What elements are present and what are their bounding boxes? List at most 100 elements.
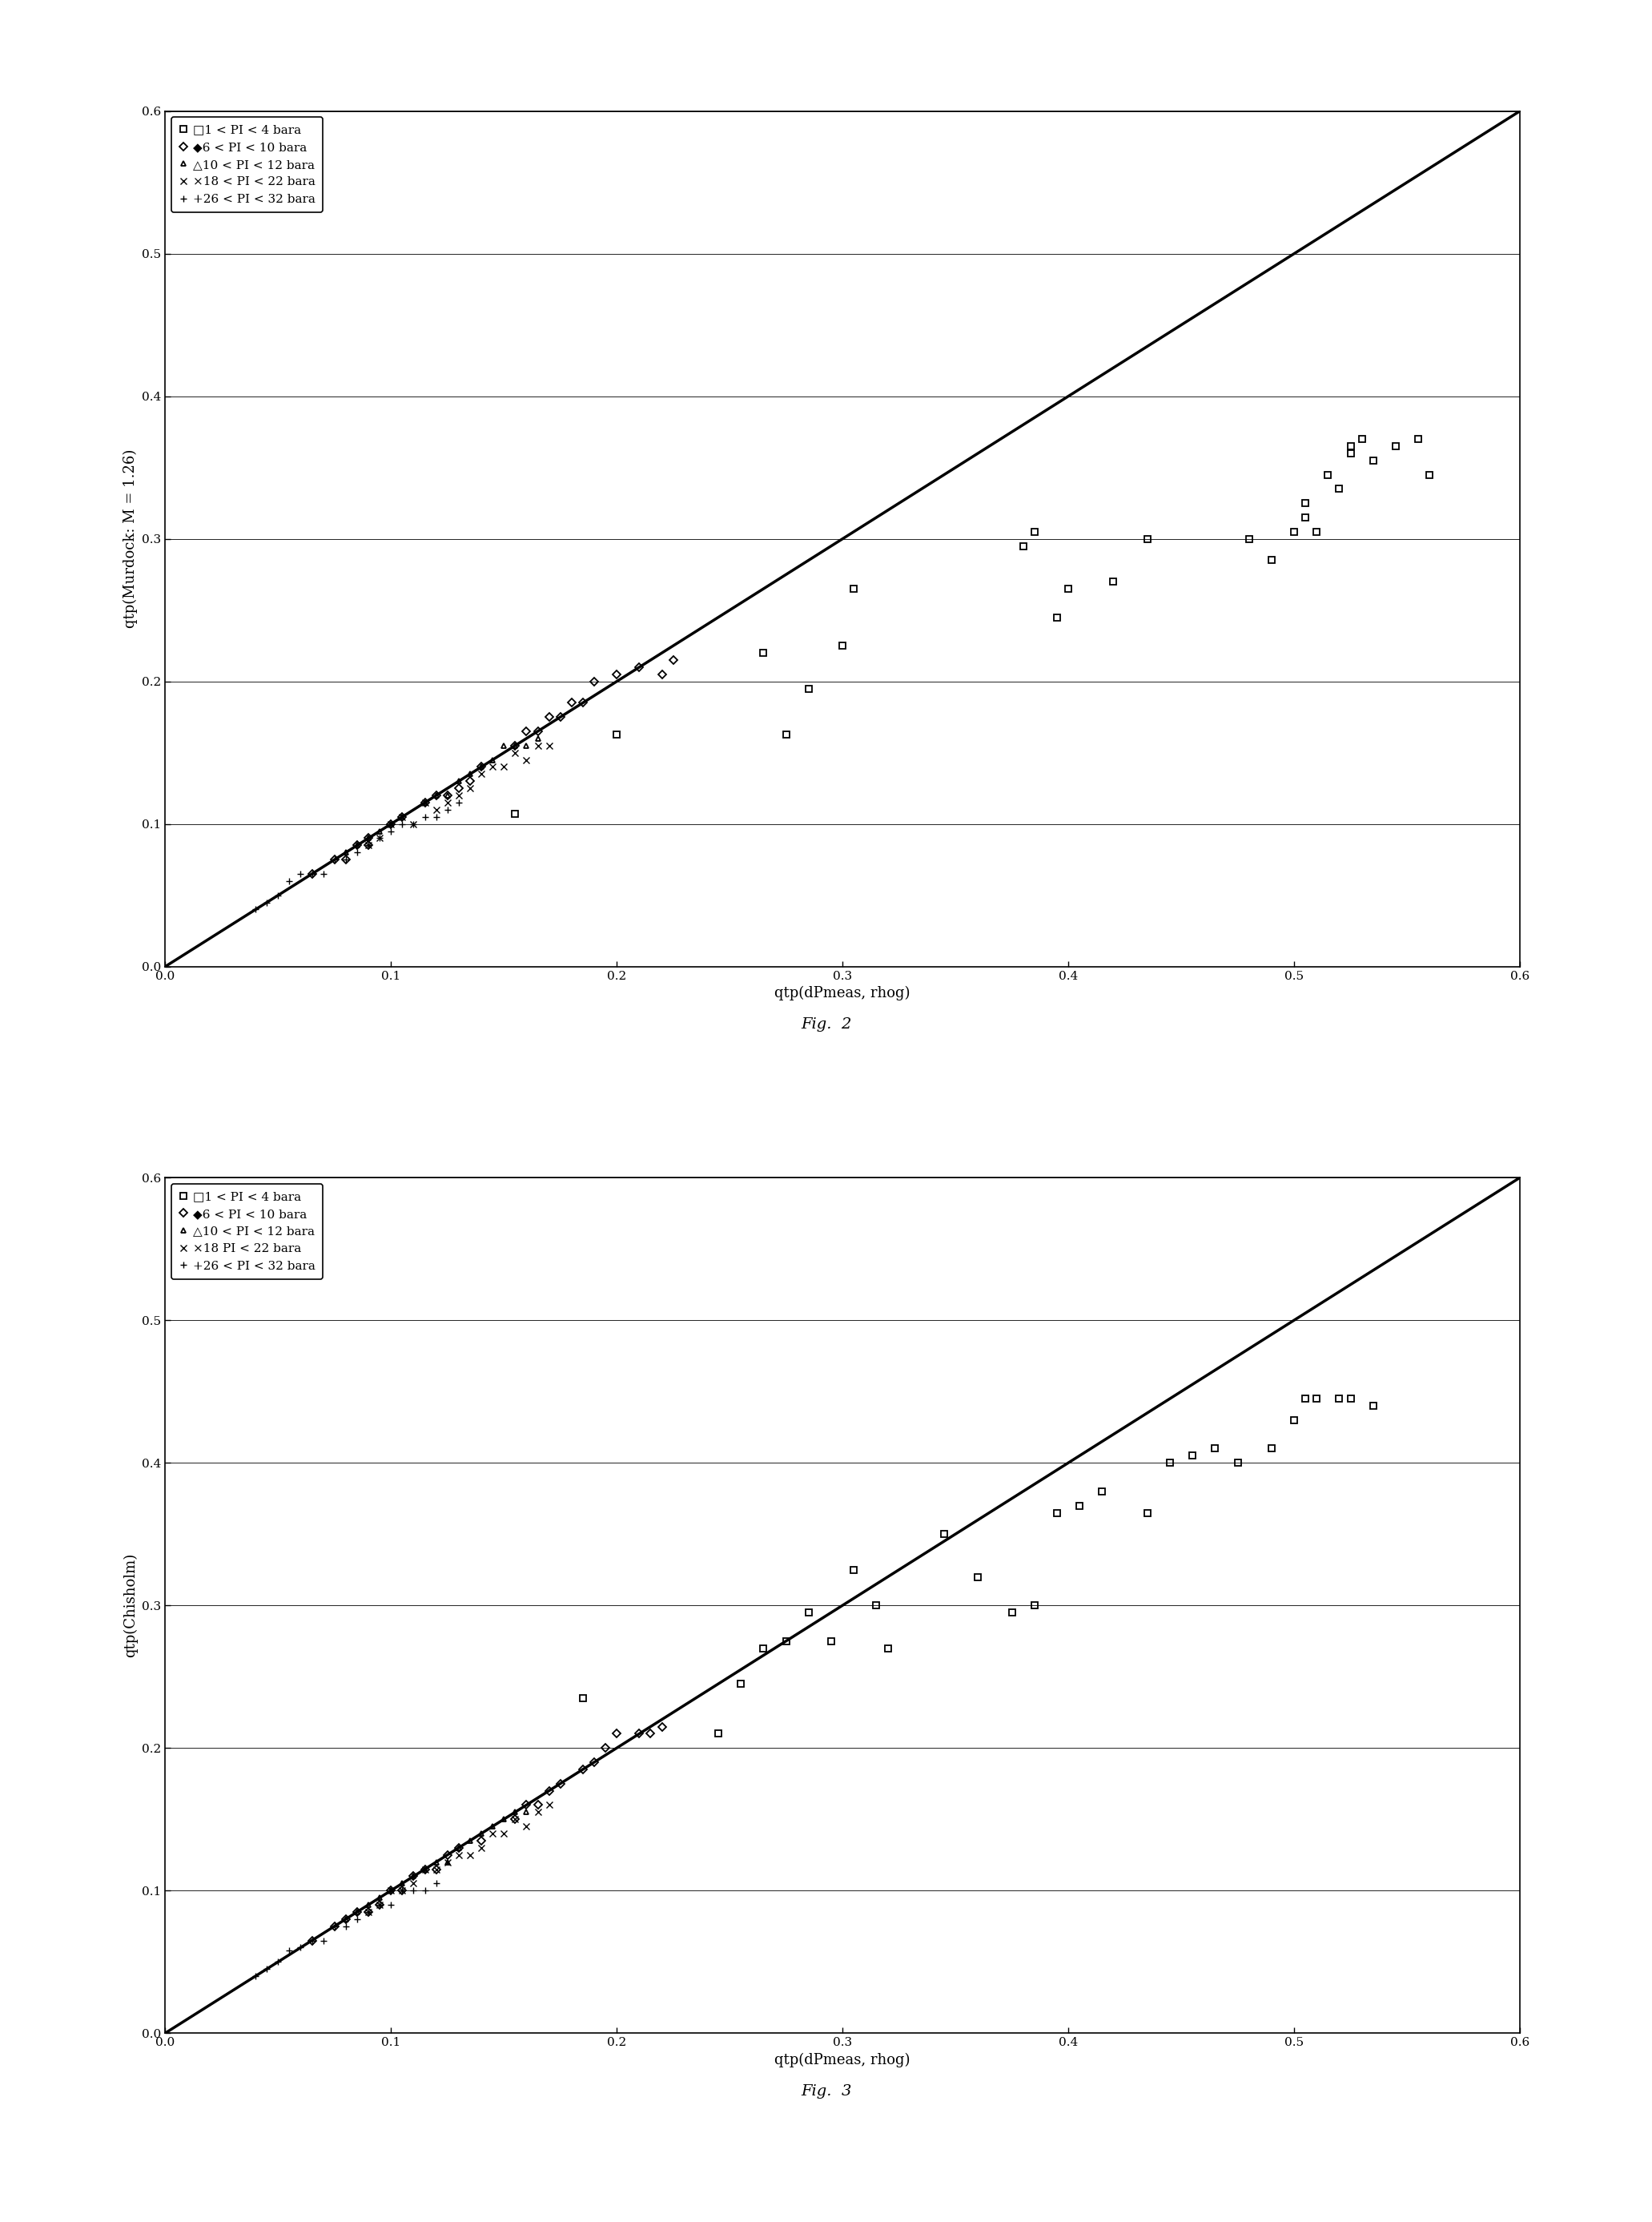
△10 < PI < 12 bara	[335, 840, 355, 867]
△10 < PI < 12 bara	[529, 724, 548, 751]
□1 < PI < 4 bara	[800, 675, 819, 702]
□1 < PI < 4 bara	[1070, 1493, 1090, 1520]
□1 < PI < 4 bara	[1227, 1449, 1247, 1475]
+26 < PI < 32 bara	[415, 1878, 434, 1904]
□1 < PI < 4 bara	[1160, 1449, 1180, 1475]
×18 < PI < 22 bara	[370, 824, 390, 851]
△10 < PI < 12 bara	[482, 747, 502, 773]
×18 < PI < 22 bara	[482, 753, 502, 780]
□1 < PI < 4 bara	[1137, 527, 1156, 553]
Line: □1 < PI < 4 bara: □1 < PI < 4 bara	[512, 436, 1432, 818]
+26 < PI < 32 bara	[246, 1962, 266, 1989]
+26 < PI < 32 bara	[403, 811, 423, 838]
△10 < PI < 12 bara	[438, 782, 458, 809]
×18 < PI < 22 bara	[358, 831, 378, 858]
△10 < PI < 12 bara	[494, 733, 514, 760]
△10 < PI < 12 bara	[482, 1813, 502, 1840]
◆6 < PI < 10 bara	[573, 689, 593, 715]
×18 < PI < 22 bara	[393, 804, 413, 831]
□1 < PI < 4 bara	[1239, 527, 1259, 553]
+26 < PI < 32 bara	[314, 1926, 334, 1953]
□1 < PI < 4 bara	[833, 633, 852, 660]
△10 < PI < 12 bara	[426, 1849, 446, 1875]
+26 < PI < 32 bara	[382, 1891, 401, 1918]
+26 < PI < 32 bara	[347, 840, 367, 867]
△10 < PI < 12 bara	[461, 760, 481, 787]
+26 < PI < 32 bara	[358, 1898, 378, 1924]
×18 < PI < 22 bara	[403, 811, 423, 838]
□1 < PI < 4 bara	[1341, 433, 1361, 460]
×18 PI < 22 bara	[370, 1891, 390, 1918]
△10 < PI < 12 bara	[438, 1849, 458, 1875]
□1 < PI < 4 bara	[1024, 518, 1044, 544]
◆6 < PI < 10 bara	[629, 1720, 649, 1746]
□1 < PI < 4 bara	[1262, 547, 1282, 573]
□1 < PI < 4 bara	[506, 800, 525, 827]
◆6 < PI < 10 bara	[415, 789, 434, 815]
◆6 < PI < 10 bara	[461, 769, 481, 795]
△10 < PI < 12 bara	[517, 1800, 537, 1826]
□1 < PI < 4 bara	[1104, 569, 1123, 595]
×18 PI < 22 bara	[382, 1878, 401, 1904]
□1 < PI < 4 bara	[1284, 1407, 1303, 1433]
△10 < PI < 12 bara	[494, 1806, 514, 1833]
□1 < PI < 4 bara	[1295, 489, 1315, 516]
□1 < PI < 4 bara	[709, 1720, 729, 1746]
◆6 < PI < 10 bara	[517, 718, 537, 744]
Legend: □1 < PI < 4 bara, ◆6 < PI < 10 bara, △10 < PI < 12 bara, ×18 < PI < 22 bara, +26: □1 < PI < 4 bara, ◆6 < PI < 10 bara, △10…	[172, 118, 324, 213]
+26 < PI < 32 bara	[382, 818, 401, 844]
△10 < PI < 12 bara	[517, 733, 537, 760]
□1 < PI < 4 bara	[1047, 604, 1067, 631]
+26 < PI < 32 bara	[279, 869, 299, 895]
□1 < PI < 4 bara	[1206, 1435, 1226, 1462]
×18 PI < 22 bara	[449, 1842, 469, 1869]
△10 < PI < 12 bara	[382, 1878, 401, 1904]
◆6 < PI < 10 bara	[573, 1755, 593, 1782]
△10 < PI < 12 bara	[358, 824, 378, 851]
□1 < PI < 4 bara	[844, 1555, 864, 1582]
□1 < PI < 4 bara	[776, 720, 796, 747]
×18 < PI < 22 bara	[449, 782, 469, 809]
Text: Fig.  2: Fig. 2	[801, 1018, 851, 1031]
△10 < PI < 12 bara	[506, 1800, 525, 1826]
□1 < PI < 4 bara	[844, 575, 864, 602]
□1 < PI < 4 bara	[935, 1520, 955, 1547]
Legend: □1 < PI < 4 bara, ◆6 < PI < 10 bara, △10 < PI < 12 bara, ×18 PI < 22 bara, +26 <: □1 < PI < 4 bara, ◆6 < PI < 10 bara, △10…	[172, 1184, 324, 1280]
◆6 < PI < 10 bara	[426, 782, 446, 809]
+26 < PI < 32 bara	[415, 804, 434, 831]
+26 < PI < 32 bara	[268, 882, 287, 909]
X-axis label: qtp(dPmeas, rhog): qtp(dPmeas, rhog)	[775, 2053, 910, 2066]
□1 < PI < 4 bara	[1307, 1384, 1327, 1411]
□1 < PI < 4 bara	[1013, 533, 1032, 560]
△10 < PI < 12 bara	[403, 1862, 423, 1889]
◆6 < PI < 10 bara	[335, 847, 355, 873]
+26 < PI < 32 bara	[335, 847, 355, 873]
+26 < PI < 32 bara	[426, 1871, 446, 1898]
◆6 < PI < 10 bara	[629, 653, 649, 680]
△10 < PI < 12 bara	[415, 789, 434, 815]
◆6 < PI < 10 bara	[539, 1778, 558, 1804]
+26 < PI < 32 bara	[291, 860, 311, 887]
△10 < PI < 12 bara	[506, 733, 525, 760]
◆6 < PI < 10 bara	[517, 1791, 537, 1818]
□1 < PI < 4 bara	[1341, 440, 1361, 467]
+26 < PI < 32 bara	[449, 789, 469, 815]
△10 < PI < 12 bara	[471, 1820, 491, 1846]
◆6 < PI < 10 bara	[382, 1878, 401, 1904]
◆6 < PI < 10 bara	[585, 1749, 605, 1775]
◆6 < PI < 10 bara	[393, 1878, 413, 1904]
×18 PI < 22 bara	[438, 1849, 458, 1875]
□1 < PI < 4 bara	[1330, 1384, 1350, 1411]
×18 PI < 22 bara	[358, 1898, 378, 1924]
△10 < PI < 12 bara	[370, 818, 390, 844]
□1 < PI < 4 bara	[821, 1629, 841, 1655]
□1 < PI < 4 bara	[1295, 504, 1315, 531]
+26 < PI < 32 bara	[325, 847, 345, 873]
□1 < PI < 4 bara	[753, 1635, 773, 1662]
△10 < PI < 12 bara	[382, 811, 401, 838]
◆6 < PI < 10 bara	[539, 704, 558, 731]
Line: ×18 < PI < 22 bara: ×18 < PI < 22 bara	[365, 742, 552, 849]
◆6 < PI < 10 bara	[358, 824, 378, 851]
◆6 < PI < 10 bara	[358, 1898, 378, 1924]
×18 PI < 22 bara	[529, 1800, 548, 1826]
